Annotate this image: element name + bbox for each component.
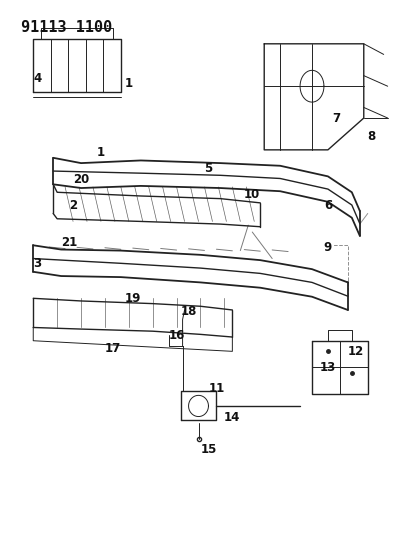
Text: 1: 1 — [125, 77, 133, 90]
Text: 9: 9 — [324, 241, 332, 254]
Text: 20: 20 — [73, 173, 89, 185]
Text: 15: 15 — [200, 443, 217, 456]
Text: 6: 6 — [324, 199, 332, 212]
Text: 19: 19 — [125, 292, 141, 305]
Text: 8: 8 — [368, 130, 376, 143]
Text: 91113 1100: 91113 1100 — [21, 20, 113, 35]
Text: 3: 3 — [33, 257, 41, 270]
Text: 2: 2 — [69, 199, 77, 212]
Text: 7: 7 — [332, 111, 340, 125]
Text: 10: 10 — [244, 189, 260, 201]
Text: 14: 14 — [224, 411, 241, 424]
Text: 13: 13 — [320, 361, 336, 374]
Text: 18: 18 — [180, 305, 197, 318]
Text: 4: 4 — [33, 72, 41, 85]
Text: 12: 12 — [348, 345, 364, 358]
Text: 11: 11 — [208, 382, 225, 395]
Text: 17: 17 — [105, 342, 121, 355]
Text: 1: 1 — [97, 146, 105, 159]
Text: 21: 21 — [61, 236, 77, 249]
Text: 5: 5 — [205, 162, 213, 175]
Text: 16: 16 — [168, 329, 185, 342]
